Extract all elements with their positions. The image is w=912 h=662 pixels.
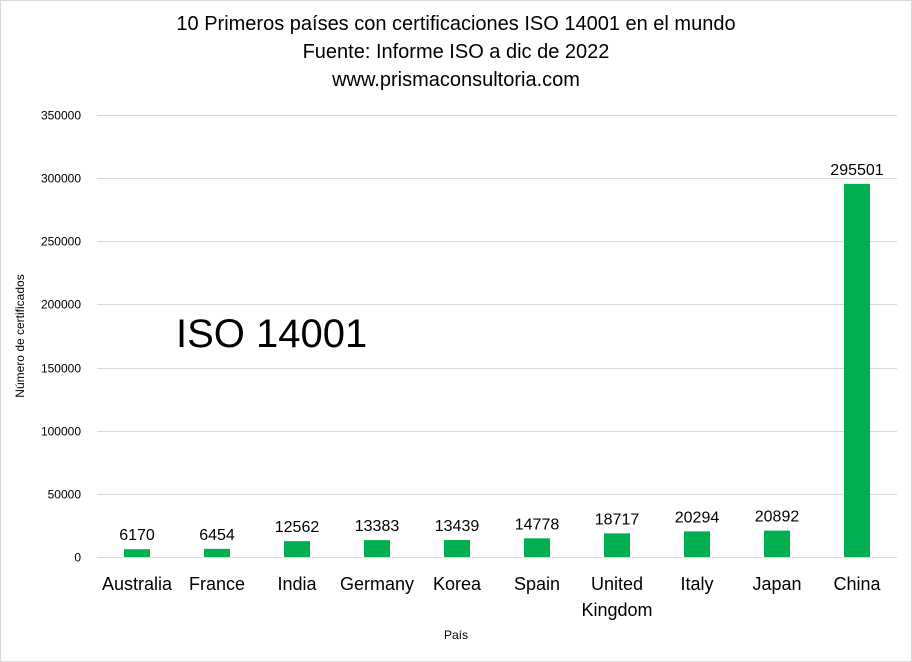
bar bbox=[604, 533, 630, 557]
chart-title-line-3: www.prismaconsultoria.com bbox=[332, 69, 580, 91]
data-label: 13439 bbox=[435, 518, 480, 535]
data-label: 20892 bbox=[755, 509, 800, 526]
x-tick-label: Italy bbox=[680, 574, 713, 594]
y-axis-label: Número de certificados bbox=[13, 274, 27, 398]
x-tick-label: Germany bbox=[340, 574, 414, 594]
y-tick-label: 200000 bbox=[41, 298, 81, 312]
bar bbox=[684, 531, 710, 557]
data-label: 13383 bbox=[355, 518, 400, 535]
bar bbox=[204, 548, 230, 557]
bar bbox=[284, 541, 310, 557]
y-tick-label: 300000 bbox=[41, 172, 81, 186]
data-label: 14778 bbox=[515, 516, 560, 533]
y-tick-label: 0 bbox=[74, 551, 81, 565]
data-label: 6170 bbox=[119, 527, 155, 544]
bar bbox=[124, 549, 150, 557]
chart-title-line-2: Fuente: Informe ISO a dic de 2022 bbox=[302, 41, 610, 63]
y-tick-label: 350000 bbox=[41, 109, 81, 123]
bar bbox=[444, 540, 470, 557]
y-tick-label: 100000 bbox=[41, 425, 81, 439]
x-tick-label: France bbox=[189, 574, 245, 594]
bar bbox=[844, 183, 870, 557]
x-tick-label: Spain bbox=[514, 574, 560, 594]
x-tick-label: Australia bbox=[102, 574, 173, 594]
data-label: 18717 bbox=[595, 511, 640, 528]
iso-annotation: ISO 14001 bbox=[176, 312, 368, 356]
data-label: 20294 bbox=[675, 509, 720, 526]
x-axis-label: País bbox=[443, 628, 468, 642]
x-tick-label: Japan bbox=[752, 574, 801, 594]
data-label: 6454 bbox=[199, 527, 235, 544]
bar bbox=[364, 540, 390, 557]
chart-title-line-1: 10 Primeros países con certificaciones I… bbox=[176, 13, 736, 35]
data-label: 12562 bbox=[275, 519, 320, 536]
x-tick-label: Kingdom bbox=[581, 600, 652, 620]
x-tick-label: India bbox=[277, 574, 317, 594]
y-tick-label: 250000 bbox=[41, 235, 81, 249]
bar bbox=[524, 538, 550, 557]
y-tick-label: 50000 bbox=[48, 488, 82, 502]
x-tick-label: Korea bbox=[433, 574, 482, 594]
data-label: 295501 bbox=[830, 162, 883, 179]
x-tick-label: China bbox=[833, 574, 881, 594]
x-tick-label: United bbox=[591, 574, 643, 594]
bar bbox=[764, 530, 790, 557]
y-tick-label: 150000 bbox=[41, 362, 81, 376]
